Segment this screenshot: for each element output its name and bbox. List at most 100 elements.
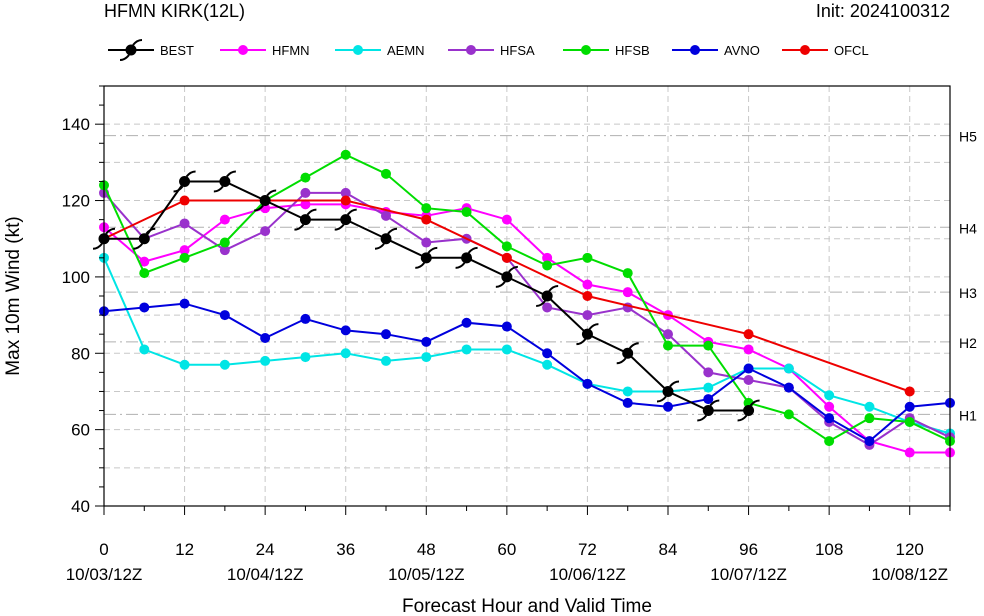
chart-title: HFMN KIRK(12L): [104, 1, 245, 21]
legend-marker: [353, 45, 363, 55]
hurricane-core: [380, 233, 392, 245]
hurricane-arm: [133, 243, 144, 250]
hurricane-arm: [132, 39, 143, 46]
hurricane-arm: [119, 54, 130, 61]
data-point: [501, 214, 512, 225]
y-tick-label: 100: [62, 268, 90, 287]
hurricane-arm: [455, 262, 466, 269]
data-point: [582, 291, 593, 301]
hurricane-arm: [495, 281, 506, 288]
category-lines: H5 H4 H3 H2 H1: [104, 129, 977, 423]
data-point: [656, 380, 680, 403]
data-point: [260, 355, 271, 366]
hurricane-arm: [616, 357, 627, 365]
hurricane-arm: [374, 243, 385, 250]
hurricane-arm: [588, 323, 599, 330]
data-point: [864, 436, 875, 447]
data-point: [542, 302, 553, 313]
data-point: [381, 168, 391, 179]
data-point: [219, 214, 230, 225]
data-point: [622, 268, 633, 279]
data-point: [219, 245, 230, 256]
hurricane-arm: [709, 399, 720, 407]
data-point: [904, 417, 915, 427]
data-point: [219, 237, 230, 248]
y-tick-label: 60: [71, 421, 90, 440]
data-point: [421, 214, 432, 225]
hurricane-arm: [576, 338, 587, 346]
data-point: [300, 352, 311, 363]
hurricane-arm: [226, 170, 236, 178]
data-point: [300, 187, 311, 198]
data-point: [663, 401, 673, 412]
data-point: [415, 246, 438, 269]
data-point: [179, 252, 190, 263]
data-point: [622, 386, 633, 397]
legend-item-ofcl: OFCL: [782, 43, 869, 58]
data-point: [340, 195, 351, 206]
x-tick-label: 108: [815, 540, 843, 559]
data-point: [421, 203, 432, 214]
data-point: [864, 413, 875, 424]
hurricane-arm: [254, 204, 264, 212]
hurricane-arm: [334, 223, 345, 231]
hurricane-arm: [536, 300, 546, 307]
legend-item-aemn: AEMN: [335, 43, 425, 58]
data-point: [622, 397, 633, 408]
x-axis-title: Forecast Hour and Valid Time: [402, 596, 652, 616]
data-point: [582, 310, 593, 321]
x-tick-label: 0: [99, 540, 108, 559]
data-point: [340, 149, 351, 160]
x-tick-label: 12: [175, 540, 194, 559]
data-point: [824, 436, 835, 447]
series-hfsb: [99, 149, 955, 447]
data-point: [300, 172, 311, 183]
data-point: [340, 187, 351, 198]
hurricane-arm: [697, 414, 708, 422]
hurricane-arm: [749, 399, 760, 407]
hurricane-core: [743, 405, 755, 417]
data-point: [783, 382, 794, 393]
data-point: [461, 317, 472, 328]
hurricane-core: [622, 347, 634, 359]
plot-frame: [103, 85, 951, 507]
x-date-label: 10/04/12Z: [227, 565, 304, 584]
legend-item-hfsb: HFSB: [563, 43, 650, 58]
x-date-label: 10/06/12Z: [549, 565, 626, 584]
data-point: [582, 279, 593, 290]
x-tick-label: 48: [417, 540, 436, 559]
data-point: [254, 189, 277, 212]
series-line: [103, 153, 951, 443]
data-point: [133, 227, 156, 250]
x-tick-label: 120: [896, 540, 924, 559]
data-point: [501, 344, 512, 355]
legend-label: HFMN: [272, 43, 310, 58]
hurricane-core: [461, 252, 473, 264]
data-point: [622, 287, 633, 298]
hurricane-arm: [628, 342, 639, 349]
data-point: [703, 340, 714, 351]
hurricane-arm: [415, 262, 426, 269]
hurricane-arm: [737, 414, 748, 422]
hurricane-arm: [92, 243, 103, 250]
legend-item-hfsa: HFSA: [448, 43, 535, 58]
legend-marker: [690, 45, 700, 55]
series-avno: [99, 298, 955, 447]
x-tick-label: 60: [497, 540, 516, 559]
legend-label: HFSA: [500, 43, 535, 58]
legend-item-best: BEST: [108, 39, 194, 61]
data-point: [783, 363, 794, 374]
data-point: [824, 390, 835, 401]
x-tick-label: 96: [739, 540, 758, 559]
data-point: [219, 359, 230, 370]
init-time: Init: 2024100312: [816, 1, 950, 21]
x-tick-label: 36: [336, 540, 355, 559]
data-point: [219, 310, 230, 321]
hurricane-arm: [346, 208, 357, 216]
grid: [104, 86, 950, 506]
data-point: [455, 246, 478, 269]
hurricane-core: [702, 405, 714, 417]
category-label: H2: [959, 335, 977, 351]
data-point: [536, 285, 559, 307]
